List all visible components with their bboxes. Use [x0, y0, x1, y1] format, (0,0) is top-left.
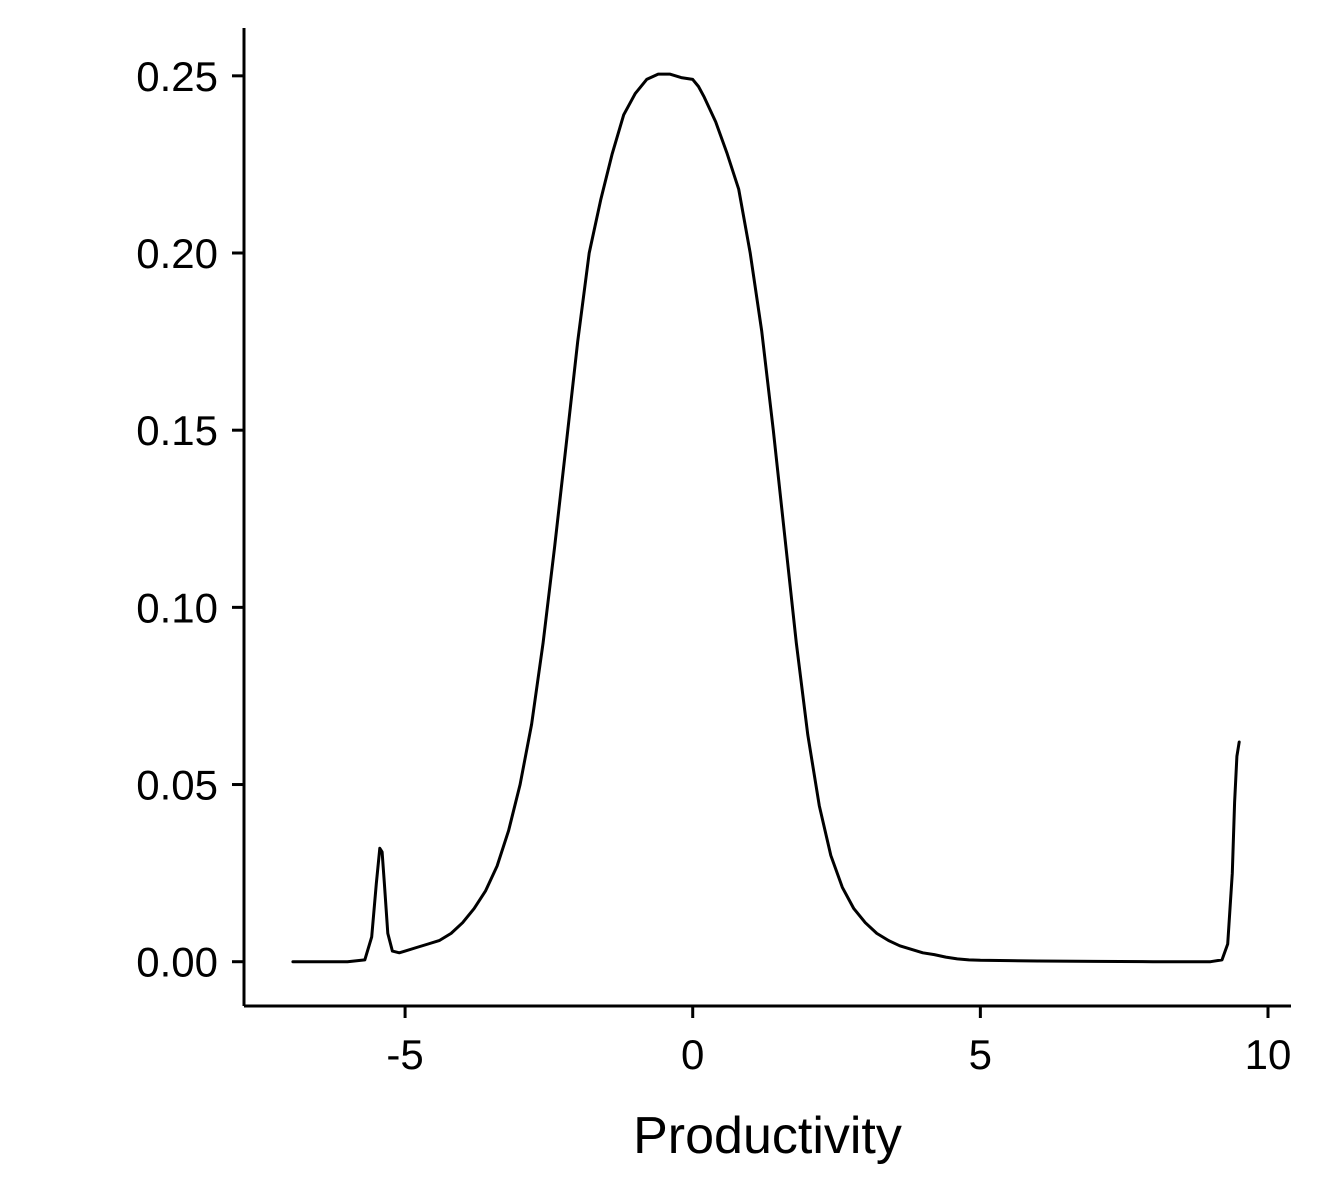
density-curve: [291, 72, 1241, 964]
x-tick-label: 10: [1245, 1031, 1292, 1078]
x-ticks: -5 0 5 10: [386, 1006, 1291, 1078]
y-tick-label: 0.15: [136, 407, 218, 454]
x-axis-title: Productivity: [633, 1107, 902, 1165]
y-tick-label: 0.20: [136, 230, 218, 277]
y-tick-label: 0.05: [136, 762, 218, 809]
y-ticks: 0.00 0.05 0.10 0.15 0.20 0.25: [136, 53, 244, 986]
x-tick-label: -5: [386, 1031, 423, 1078]
axes: [242, 28, 1291, 1008]
x-tick-label: 0: [681, 1031, 704, 1078]
y-tick-label: 0.00: [136, 939, 218, 986]
x-tick-label: 5: [969, 1031, 992, 1078]
y-tick-label: 0.25: [136, 53, 218, 100]
y-tick-label: 0.10: [136, 584, 218, 631]
